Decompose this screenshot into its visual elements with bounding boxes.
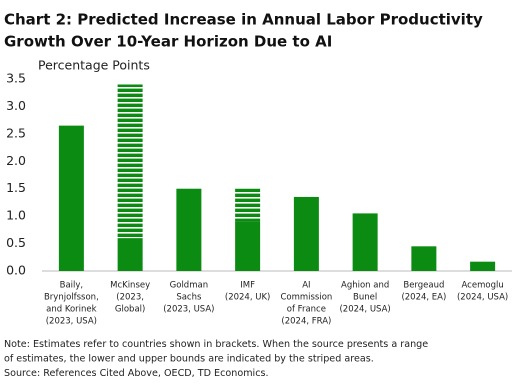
x-tick-label: of France: [287, 305, 326, 315]
y-tick-label: 3.0: [6, 98, 26, 113]
y-tick-label: 2.5: [6, 125, 26, 140]
x-tick-label: Acemoglu: [462, 281, 504, 291]
x-tick-label: (2024, UK): [225, 293, 270, 303]
bar: [293, 196, 319, 271]
x-tick-label: (2024, FRA): [281, 317, 331, 327]
chart-title: Chart 2: Predicted Increase in Annual La…: [4, 11, 483, 29]
x-tick-label: Baily,: [60, 281, 84, 291]
x-tick-label: Bunel: [353, 293, 377, 303]
chart-title: Growth Over 10-Year Horizon Due to AI: [4, 33, 332, 51]
note: Note: Estimates refer to countries shown…: [4, 339, 428, 350]
x-tick-label: Brynjolfsson,: [44, 293, 99, 303]
x-tick-label: and Korinek: [46, 305, 97, 315]
bar-lower: [117, 238, 143, 271]
x-tick-label: McKinsey: [110, 281, 150, 291]
x-tick-label: (2023,: [116, 293, 144, 303]
bar-lower: [235, 221, 261, 271]
bar-range: [117, 84, 143, 239]
y-tick-label: 1.5: [6, 180, 26, 195]
x-tick-label: (2024, EA): [401, 293, 446, 303]
y-tick-label: 0.0: [6, 263, 26, 278]
bar: [58, 125, 84, 271]
x-tick-label: Aghion and: [341, 281, 389, 291]
x-tick-label: Sachs: [176, 293, 202, 303]
bar-range: [235, 188, 261, 222]
y-tick-label: 2.0: [6, 153, 26, 168]
x-tick-label: Commission: [280, 293, 332, 303]
x-tick-label: (2023, USA): [46, 317, 97, 327]
x-tick-label: Goldman: [170, 281, 208, 291]
x-tick-label: (2024, USA): [457, 293, 508, 303]
x-tick-label: Bergeaud: [403, 281, 444, 291]
note: of estimates, the lower and upper bounds…: [4, 354, 374, 365]
y-tick-label: 0.5: [6, 235, 26, 250]
bar: [176, 188, 202, 271]
bar: [470, 261, 496, 271]
x-tick-label: (2023, USA): [163, 305, 214, 315]
x-tick-label: IMF: [240, 281, 255, 291]
bar: [352, 213, 378, 271]
x-tick-label: AI: [302, 281, 310, 291]
y-tick-label: 3.5: [6, 71, 26, 86]
x-tick-label: Global): [115, 305, 145, 315]
note: Source: References Cited Above, OECD, TD…: [4, 368, 269, 379]
y-tick-label: 1.0: [6, 208, 26, 223]
x-tick-label: (2024, USA): [339, 305, 390, 315]
bar: [411, 246, 437, 271]
y-axis-label: Percentage Points: [38, 58, 150, 73]
